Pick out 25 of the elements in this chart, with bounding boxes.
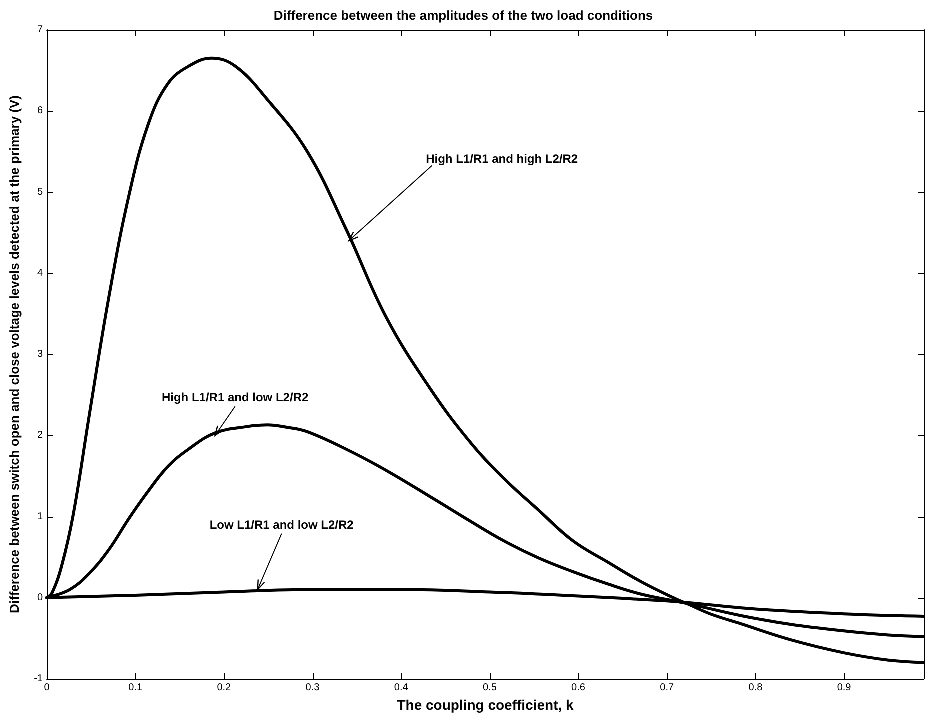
annotation: High L1/R1 and low L2/R2 xyxy=(162,390,309,405)
y-tick-label: -1 xyxy=(34,674,44,684)
x-tick-label: 0 xyxy=(44,682,50,694)
x-tick-label: 0.1 xyxy=(128,682,143,694)
x-tick-label: 0.3 xyxy=(306,682,320,694)
x-tick-label: 0.2 xyxy=(217,682,232,694)
x-tick-label: 0.7 xyxy=(660,682,674,694)
y-tick-label: 1 xyxy=(37,511,44,522)
y-axis-title: Difference between switch open and close voltage levels detected at the primary (V) xyxy=(7,96,22,614)
y-tick-label: 2 xyxy=(37,430,44,442)
y-tick-label: 7 xyxy=(37,24,44,36)
x-tick-label: 0.4 xyxy=(394,682,409,694)
y-tick-label: 0 xyxy=(37,592,44,604)
x-tick-label: 0.9 xyxy=(837,682,852,694)
annotation: Low L1/R1 and low L2/R2 xyxy=(210,518,354,532)
x-tick-label: 0.6 xyxy=(572,682,586,694)
x-tick-label: 0.8 xyxy=(748,682,764,694)
annotation: High L1/R1 and high L2/R2 xyxy=(426,152,578,166)
x-tick-label: 0.5 xyxy=(482,682,498,694)
y-tick-label: 6 xyxy=(37,106,44,117)
chart-title: Difference between the amplitudes of the two load conditions xyxy=(274,8,654,23)
x-axis-title: The coupling coefficient, k xyxy=(397,696,574,713)
y-tick-label: 3 xyxy=(37,349,44,360)
y-tick-label: 5 xyxy=(37,186,44,198)
y-tick-label: 4 xyxy=(37,268,44,279)
